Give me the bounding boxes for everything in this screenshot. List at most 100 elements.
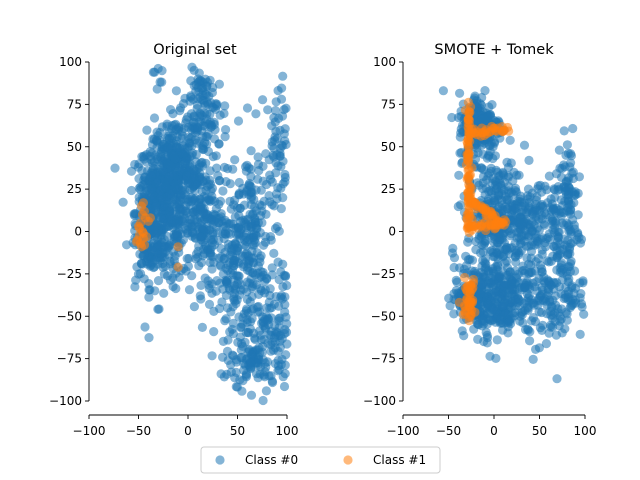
scatter-point-class-0 (454, 170, 464, 180)
y-tick-label: 100 (373, 55, 396, 69)
scatter-point-class-0 (189, 65, 199, 75)
scatter-point-class-0 (541, 339, 552, 349)
scatter-point-class-0 (196, 280, 206, 290)
scatter-point-class-0 (264, 191, 274, 201)
scatter-point-class-0 (253, 373, 263, 383)
scatter-point-class-0 (234, 177, 244, 188)
scatter-point-class-0 (567, 300, 577, 310)
y-tick-label: 100 (59, 55, 82, 69)
scatter-point-class-0 (505, 135, 515, 145)
scatter-point-class-1 (131, 237, 142, 247)
scatter-point-class-0 (552, 278, 562, 288)
scatter-point-class-0 (510, 186, 520, 196)
scatter-point-class-0 (152, 127, 162, 137)
scatter-point-class-0 (545, 235, 555, 245)
scatter-point-class-0 (279, 329, 290, 339)
scatter-point-class-0 (281, 350, 291, 360)
scatter-point-class-0 (258, 95, 268, 105)
scatter-point-class-0 (274, 301, 284, 311)
scatter-point-class-0 (271, 329, 281, 339)
scatter-point-class-0 (279, 381, 290, 392)
scatter-point-class-0 (556, 249, 566, 259)
scatter-point-class-0 (135, 269, 146, 279)
scatter-point-class-1 (502, 122, 513, 133)
scatter-point-class-0 (537, 267, 547, 277)
scatter-point-class-0 (568, 123, 578, 134)
scatter-point-class-0 (184, 285, 195, 295)
scatter-point-class-0 (198, 161, 208, 171)
scatter-point-class-0 (198, 140, 208, 151)
scatter-point-class-0 (212, 101, 222, 111)
scatter-point-class-0 (221, 314, 231, 324)
scatter-point-class-0 (216, 369, 226, 379)
scatter-point-class-0 (237, 386, 247, 396)
y-tick-label: −25 (371, 267, 396, 281)
scatter-point-class-0 (215, 303, 225, 314)
scatter-point-class-0 (144, 279, 154, 289)
scatter-point-class-0 (208, 229, 218, 239)
scatter-point-class-0 (552, 374, 562, 384)
scatter-point-class-0 (543, 275, 553, 285)
scatter-point-class-0 (438, 86, 448, 96)
scatter-point-class-0 (506, 302, 516, 312)
scatter-point-class-0 (157, 77, 167, 87)
scatter-point-class-0 (250, 202, 260, 212)
scatter-point-class-0 (200, 240, 210, 251)
scatter-point-class-0 (500, 278, 510, 288)
scatter-point-class-0 (484, 151, 494, 161)
scatter-point-class-0 (171, 86, 181, 96)
scatter-point-class-0 (175, 143, 185, 153)
scatter-point-class-0 (211, 286, 221, 296)
scatter-point-class-0 (218, 186, 228, 196)
scatter-point-class-0 (201, 196, 211, 206)
scatter-point-class-0 (565, 267, 576, 277)
scatter-point-class-0 (269, 248, 279, 258)
scatter-point-class-0 (236, 280, 246, 290)
scatter-point-class-0 (140, 322, 150, 332)
scatter-point-class-0 (171, 283, 181, 294)
scatter-point-class-0 (556, 207, 567, 217)
scatter-point-class-0 (189, 302, 199, 312)
scatter-point-class-0 (242, 103, 253, 113)
scatter-point-class-0 (261, 386, 271, 396)
scatter-point-class-0 (142, 259, 152, 269)
x-tick-label: 50 (230, 424, 245, 438)
scatter-point-class-0 (157, 66, 167, 76)
scatter-point-class-0 (171, 181, 181, 191)
scatter-point-class-0 (271, 97, 281, 107)
scatter-point-class-0 (149, 113, 160, 123)
scatter-point-class-0 (161, 183, 171, 193)
scatter-point-class-0 (455, 88, 465, 98)
scatter-point-class-0 (491, 353, 501, 363)
scatter-point-class-0 (184, 253, 194, 264)
scatter-point-class-0 (182, 228, 193, 238)
y-tick-label: 25 (381, 182, 396, 196)
scatter-point-class-0 (110, 163, 120, 173)
scatter-point-class-0 (232, 295, 242, 305)
scatter-point-class-0 (528, 354, 538, 364)
scatter-point-class-0 (266, 303, 277, 313)
scatter-point-class-0 (492, 335, 502, 345)
scatter-point-class-0 (157, 258, 168, 269)
scatter-point-class-0 (221, 125, 231, 135)
scatter-point-class-0 (197, 95, 207, 105)
scatter-point-class-0 (204, 280, 214, 290)
scatter-point-class-0 (226, 367, 236, 377)
y-tick-label: −100 (363, 394, 396, 408)
scatter-point-class-0 (486, 185, 496, 196)
scatter-point-class-0 (535, 323, 546, 333)
scatter-point-class-0 (478, 171, 489, 182)
scatter-point-class-0 (150, 255, 160, 265)
scatter-point-class-0 (553, 232, 564, 242)
scatter-point-class-1 (173, 242, 183, 252)
scatter-point-class-0 (144, 292, 154, 302)
scatter-point-class-0 (159, 235, 169, 245)
y-tick-label: −50 (371, 309, 396, 323)
scatter-point-class-0 (562, 140, 573, 150)
legend: Class #0 Class #1 (200, 446, 441, 474)
scatter-point-class-0 (273, 183, 283, 193)
scatter-point-class-0 (180, 190, 190, 200)
scatter-point-class-0 (476, 268, 486, 278)
scatter-point-class-0 (205, 166, 215, 176)
scatter-point-class-1 (145, 213, 155, 223)
